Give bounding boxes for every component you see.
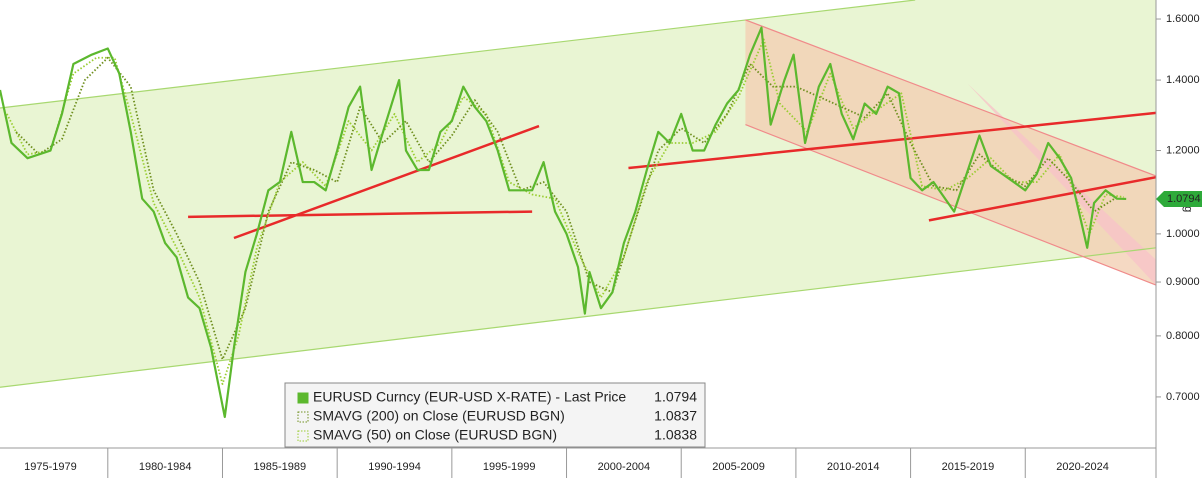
x-tick-label: 1975-1979 xyxy=(24,461,77,473)
y-tick-label: 1.6000 xyxy=(1166,13,1200,25)
price-line xyxy=(0,26,1127,419)
trend-line xyxy=(745,19,1157,177)
legend-swatch xyxy=(297,392,309,404)
price-line xyxy=(15,56,1118,361)
shaded-region xyxy=(745,19,1156,286)
y-tick-label: 1.2000 xyxy=(1166,144,1200,156)
shaded-region xyxy=(967,84,1156,286)
price-line xyxy=(6,38,1125,385)
x-tick-label: 2005-2009 xyxy=(712,461,765,473)
plot-area xyxy=(0,0,1157,419)
trend-line xyxy=(628,111,1157,170)
legend-value: 1.0794 xyxy=(654,389,697,405)
legend-label: SMAVG (50) on Close (EURUSD BGN) xyxy=(313,427,557,443)
x-tick-label: 2015-2019 xyxy=(942,461,995,473)
y-tick-label: 1.4000 xyxy=(1166,74,1200,86)
legend-label: EURUSD Curncy (EUR-USD X-RATE) - Last Pr… xyxy=(313,389,626,405)
trend-line xyxy=(0,0,916,109)
legend-value: 1.0838 xyxy=(654,427,697,443)
legend-label: SMAVG (200) on Close (EURUSD BGN) xyxy=(313,408,565,424)
y-tick-label: 1.0000 xyxy=(1166,228,1200,240)
legend-swatch xyxy=(297,430,309,442)
trend-line xyxy=(188,210,533,219)
x-tick-label: 1980-1984 xyxy=(139,461,192,473)
last-price-label: 1.0794 xyxy=(1167,193,1201,205)
y-tick-label: 0.7000 xyxy=(1166,391,1200,403)
legend: EURUSD Curncy (EUR-USD X-RATE) - Last Pr… xyxy=(284,382,706,448)
y-tick-label: 0.9000 xyxy=(1166,276,1200,288)
legend-value: 1.0837 xyxy=(654,408,697,424)
trend-line xyxy=(233,124,540,240)
x-tick-label: 2020-2024 xyxy=(1056,461,1109,473)
x-tick-label: 1995-1999 xyxy=(483,461,536,473)
x-tick-label: 1990-1994 xyxy=(368,461,421,473)
trend-line xyxy=(0,247,1157,388)
y-tick-label: 0.8000 xyxy=(1166,330,1200,342)
trend-line xyxy=(928,175,1157,222)
x-tick-label: 2000-2004 xyxy=(598,461,651,473)
x-tick-label: 2010-2014 xyxy=(827,461,880,473)
last-price-badge xyxy=(1156,190,1202,207)
x-tick-label: 1985-1989 xyxy=(254,461,307,473)
legend-box xyxy=(284,382,706,448)
legend-swatch xyxy=(297,411,309,423)
